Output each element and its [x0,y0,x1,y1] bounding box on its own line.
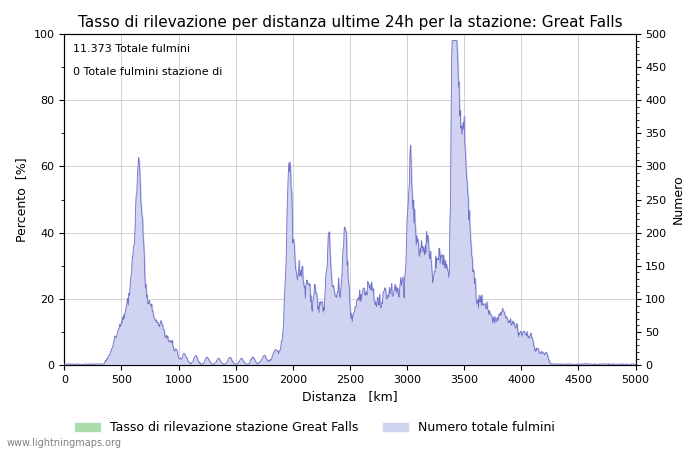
Y-axis label: Numero: Numero [672,175,685,225]
X-axis label: Distanza   [km]: Distanza [km] [302,391,398,404]
Legend: Tasso di rilevazione stazione Great Falls, Numero totale fulmini: Tasso di rilevazione stazione Great Fall… [70,416,560,439]
Text: 0 Totale fulmini stazione di: 0 Totale fulmini stazione di [73,67,222,77]
Y-axis label: Percento  [%]: Percento [%] [15,157,28,242]
Title: Tasso di rilevazione per distanza ultime 24h per la stazione: Great Falls: Tasso di rilevazione per distanza ultime… [78,15,622,30]
Text: www.lightningmaps.org: www.lightningmaps.org [7,438,122,448]
Text: 11.373 Totale fulmini: 11.373 Totale fulmini [73,44,190,54]
